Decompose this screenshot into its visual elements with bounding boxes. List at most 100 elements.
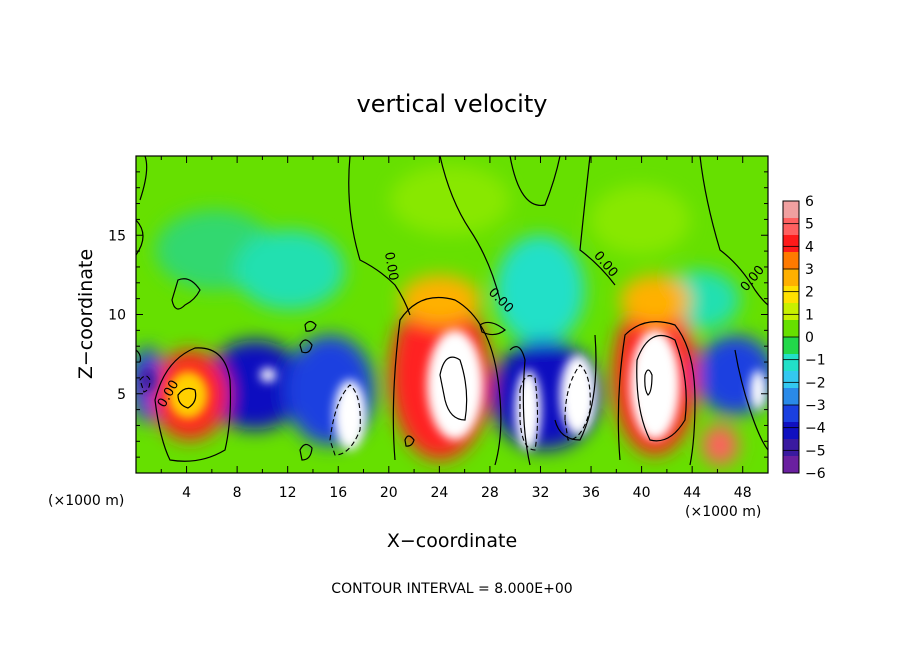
contour-label: 0.00 [381,251,401,282]
field-patch [695,335,768,415]
x-tick-label: 20 [380,485,398,501]
colorbar-tick-label: 2 [805,285,814,301]
contour-line [348,156,411,316]
colorbar-segment [783,201,799,219]
x-tick-label: 16 [329,485,347,501]
contour-line [299,443,313,461]
x-tick-label: 48 [734,485,752,501]
colorbar-segment [783,303,799,321]
colorbar-tick-label: 0 [805,330,814,346]
contour-line [617,321,696,466]
colorbar-segment [783,337,799,355]
contour-lines-negative [139,364,591,456]
contour-line [154,347,232,462]
colorbar-segment [783,422,799,440]
contour-line [439,156,501,301]
contour-line [636,335,687,442]
field-core [140,368,156,392]
field-core [750,370,766,410]
colorbar-segment [783,218,799,236]
colorbar-segment [783,235,799,253]
colorbar-segment [783,320,799,338]
field-core [427,330,483,440]
field-core [560,355,596,435]
contour-line [304,320,317,332]
colorbar-tick-label: −1 [805,353,826,369]
colorbar-tick-label: −6 [805,466,826,482]
contour-line [699,156,768,306]
contour-line [139,156,148,201]
x-tick-label: 44 [683,485,701,501]
x-axis-label: X−coordinate [387,530,517,552]
colorbar-tick-label: 6 [805,194,814,210]
x-tick-label: 4 [182,485,191,501]
colorbar-tick-label: −3 [805,398,826,414]
field-core-layer [140,330,766,450]
colorbar-segment [783,286,799,304]
x-axis: 4 8 12 16 20 24 28 32 36 40 44 48 [160,156,752,501]
colorbar-segment [783,252,799,270]
colorbar-segment [783,354,799,372]
field-core [168,371,208,419]
chart-title: vertical velocity [357,90,548,118]
contour-line [509,346,531,466]
field-patch [620,275,690,325]
colorbar-tick-label: 3 [805,262,814,278]
x-tick-label: 24 [430,485,448,501]
x-unit-left: (×1000 m) [48,493,124,509]
contour-line [644,369,653,396]
colorbar-tick-label: 1 [805,307,814,323]
field-patch [495,235,585,345]
colorbar-tick-label: 5 [805,217,814,233]
contour-line [136,219,144,256]
colorbar-segment [783,269,799,287]
contour-line [579,156,616,286]
x-tick-label: 40 [633,485,651,501]
contour-field: 0.00 0.00 0.00 0.00 0.00 [136,156,768,473]
x-tick-label: 32 [532,485,550,501]
field-patch [235,230,345,310]
contour-line [509,156,561,206]
y-axis-label: Z−coordinate [75,249,97,379]
field-patch [590,185,690,255]
contour-line [734,349,768,451]
contour-line-dashed [564,364,591,441]
field-core [260,368,276,382]
y-tick-label: 5 [117,387,126,403]
field-patch [400,275,480,325]
contour-line-dashed [329,384,361,456]
colorbar-tick-label: −5 [805,443,826,459]
field-core [334,380,366,450]
colorbar-tick-label: 4 [805,239,814,255]
contour-lines [136,156,768,466]
contour-line [439,356,468,421]
x-tick-label: 8 [233,485,242,501]
contour-line [479,321,506,336]
colorbar: 6 5 4 3 2 1 0 −1 −2 −3 −4 −5 −6 [782,194,826,482]
colorbar-segment [783,388,799,406]
contour-line [299,339,313,354]
colorbar-segment [783,456,799,474]
contour-line [177,387,197,409]
y-tick-label: 15 [108,228,126,244]
contour-line [171,278,201,310]
y-tick-label: 10 [108,308,126,324]
contour-line-dashed [519,375,539,451]
contour-line [554,334,597,441]
x-tick-label: 12 [279,485,297,501]
field-core [630,330,680,440]
field-patch [702,425,738,465]
x-unit-right: (×1000 m) [685,504,761,520]
y-axis: 5 10 15 [108,171,768,458]
contour-line-dashed [139,375,151,393]
contour-line [136,349,142,363]
colorbar-segment [783,405,799,423]
colorbar-segment [783,371,799,389]
contour-interval-note: CONTOUR INTERVAL = 8.000E+00 [331,581,572,597]
field-patch [390,165,510,235]
colorbar-tick-label: −2 [805,375,826,391]
colorbar-segment [783,439,799,457]
colorbar-tick-label: −4 [805,421,826,437]
x-tick-label: 36 [582,485,600,501]
